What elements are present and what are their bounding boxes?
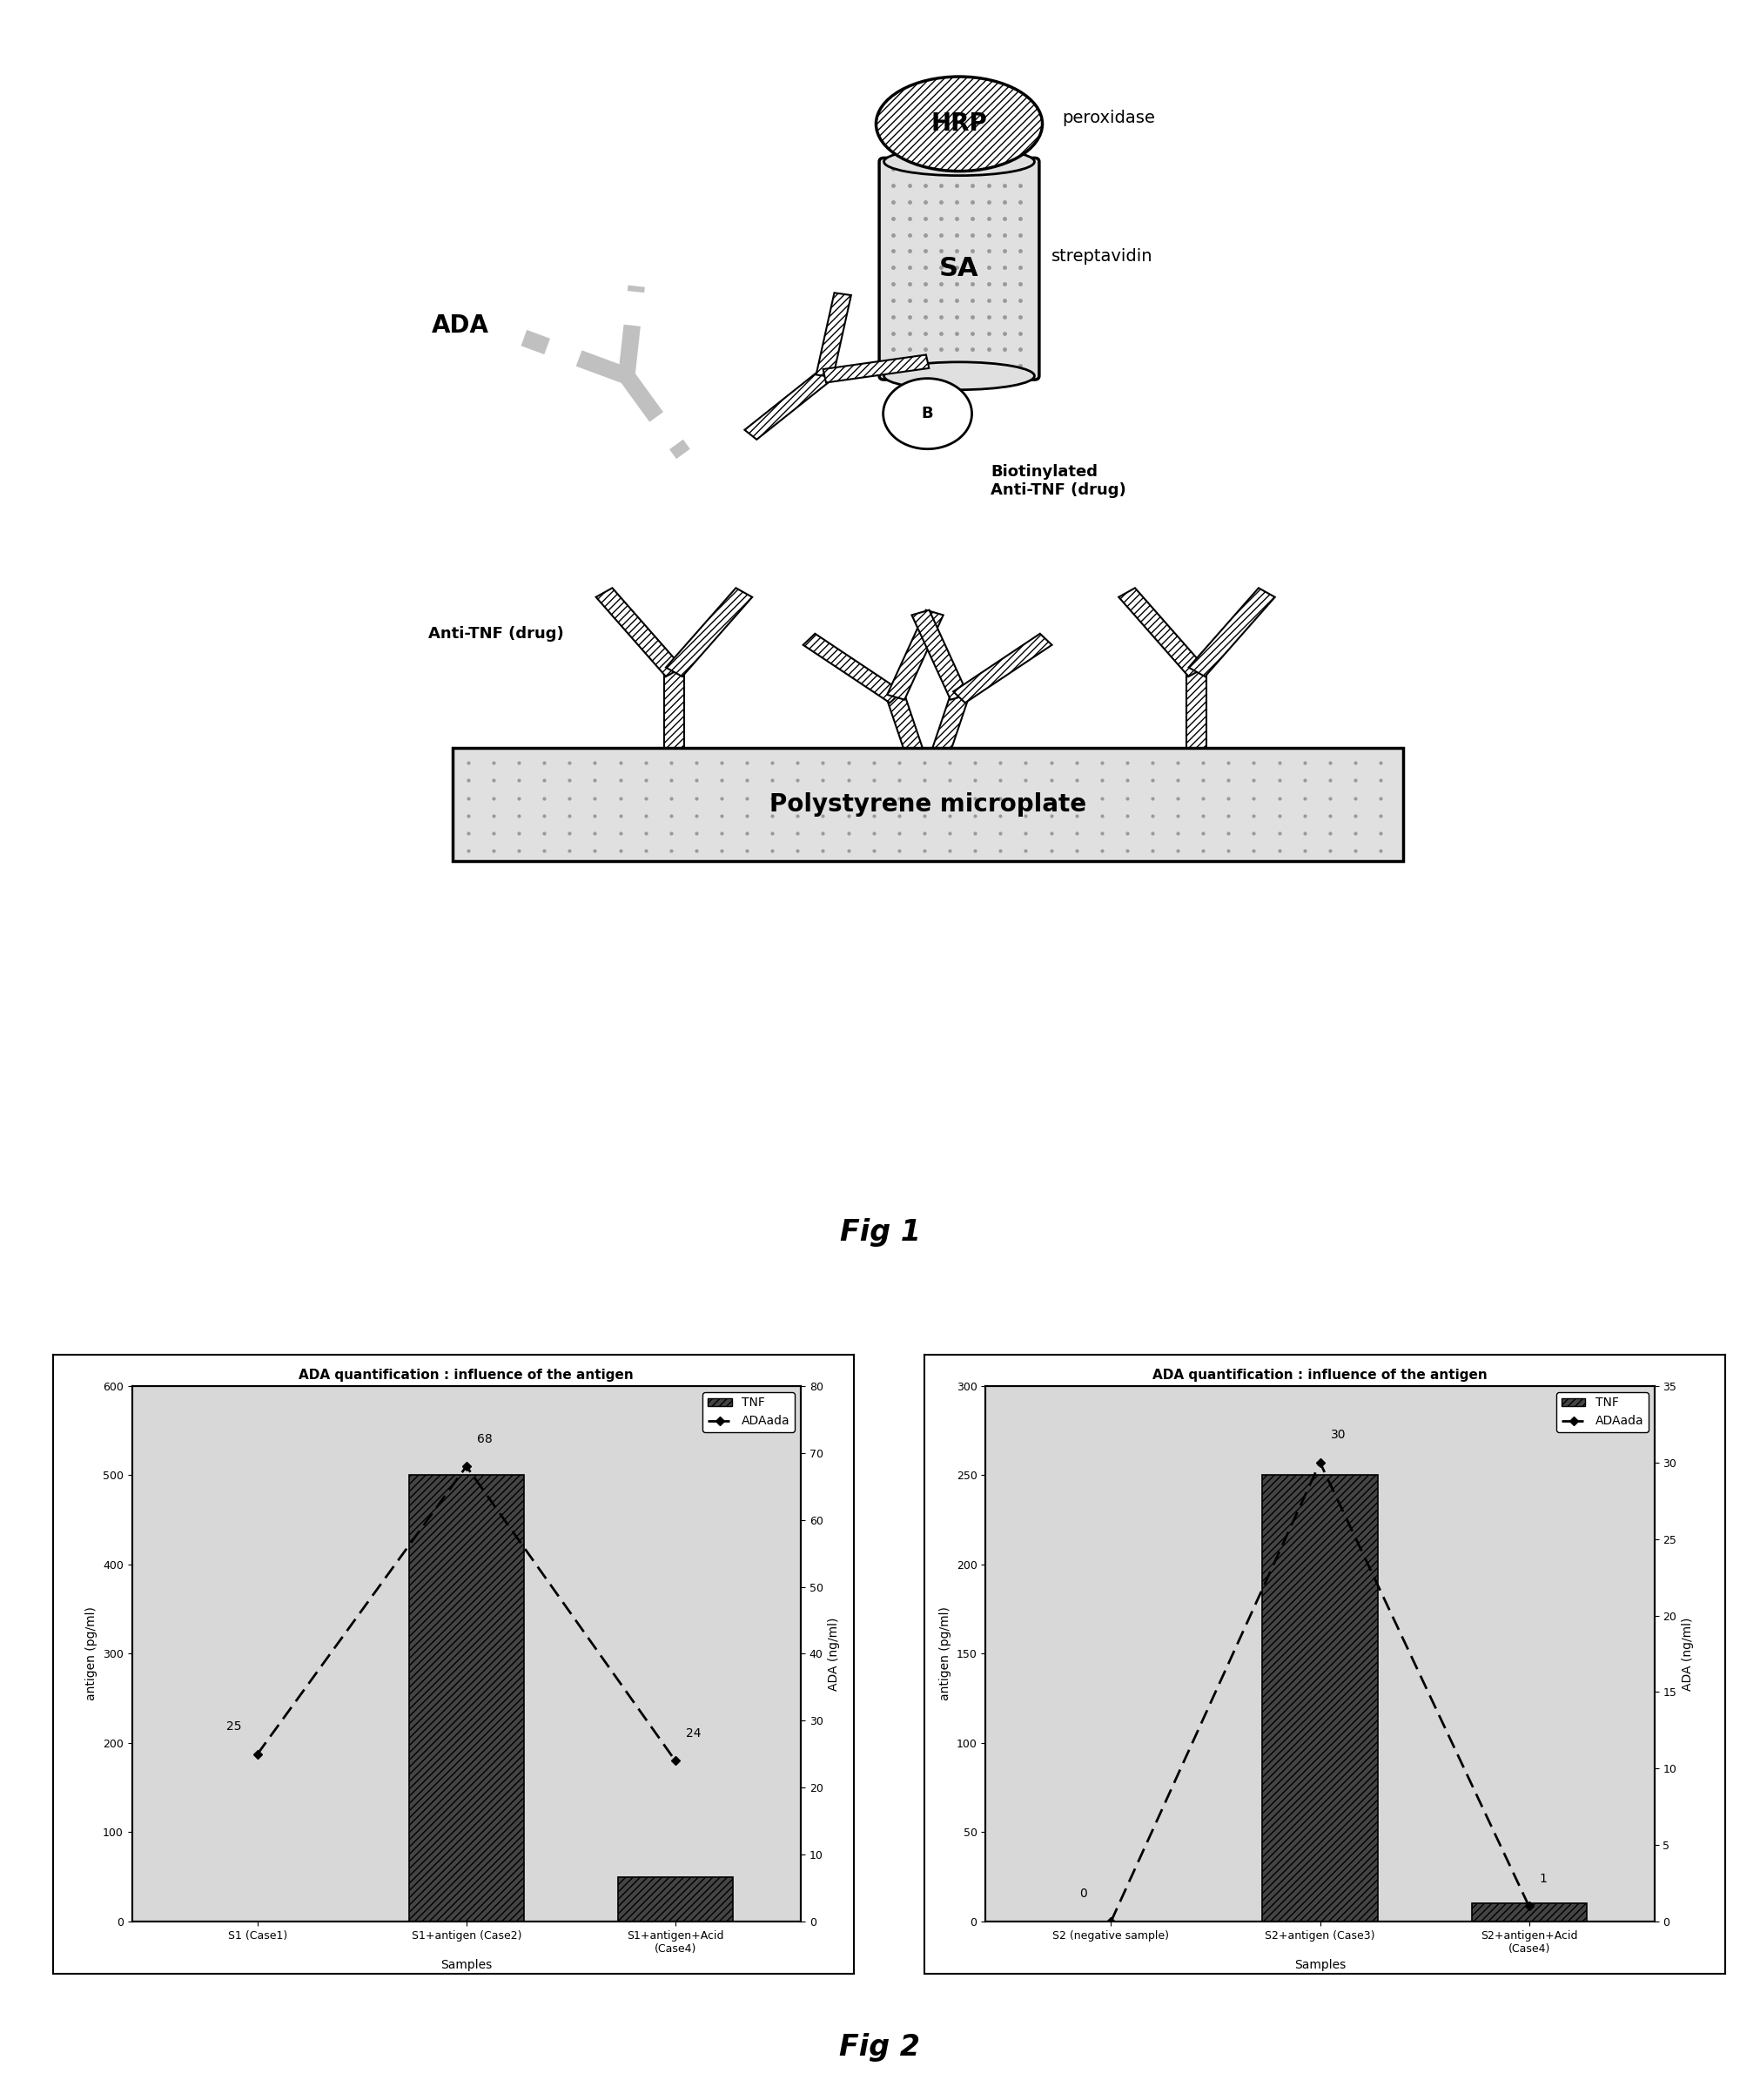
Polygon shape (1186, 672, 1207, 769)
Y-axis label: antigen (pg/ml): antigen (pg/ml) (940, 1607, 952, 1701)
Polygon shape (597, 588, 683, 676)
Text: peroxidase: peroxidase (1063, 109, 1155, 126)
Text: 30: 30 (1331, 1428, 1346, 1441)
Y-axis label: ADA (ng/ml): ADA (ng/ml) (1681, 1617, 1693, 1691)
Polygon shape (664, 672, 685, 769)
Text: B: B (922, 405, 933, 422)
X-axis label: Samples: Samples (440, 1959, 493, 1972)
Text: 24: 24 (686, 1726, 700, 1739)
Text: Fig 2: Fig 2 (840, 2033, 920, 2062)
Legend: TNF, ADAada: TNF, ADAada (702, 1392, 796, 1432)
Title: ADA quantification : influence of the antigen: ADA quantification : influence of the an… (1153, 1369, 1487, 1382)
Text: streptavidin: streptavidin (1051, 248, 1153, 265)
Polygon shape (1188, 588, 1274, 676)
Polygon shape (744, 372, 831, 439)
X-axis label: Samples: Samples (1294, 1959, 1346, 1972)
Bar (1262, 1474, 1378, 1922)
FancyBboxPatch shape (880, 158, 1038, 380)
Y-axis label: antigen (pg/ml): antigen (pg/ml) (86, 1607, 99, 1701)
Ellipse shape (876, 76, 1042, 172)
Legend: TNF, ADAada: TNF, ADAada (1556, 1392, 1649, 1432)
Text: Anti-TNF (drug): Anti-TNF (drug) (429, 626, 565, 643)
Text: 25: 25 (225, 1720, 241, 1732)
Polygon shape (912, 609, 968, 699)
Polygon shape (665, 588, 752, 676)
Text: Polystyrene microplate: Polystyrene microplate (769, 792, 1086, 817)
Text: ADA: ADA (431, 313, 489, 338)
Title: ADA quantification : influence of the antigen: ADA quantification : influence of the an… (299, 1369, 634, 1382)
Polygon shape (887, 609, 943, 699)
Text: Fig 1: Fig 1 (840, 1218, 920, 1247)
Bar (1471, 1903, 1586, 1922)
Polygon shape (824, 355, 929, 382)
Y-axis label: ADA (ng/ml): ADA (ng/ml) (827, 1617, 840, 1691)
Text: Biotinylated
Anti-TNF (drug): Biotinylated Anti-TNF (drug) (991, 464, 1126, 498)
Ellipse shape (884, 378, 972, 449)
Polygon shape (1119, 588, 1206, 676)
Text: 1: 1 (1540, 1873, 1547, 1886)
Text: 0: 0 (1079, 1888, 1088, 1901)
Bar (452, 748, 1403, 861)
Bar (618, 1877, 732, 1922)
Polygon shape (954, 634, 1052, 704)
Text: SA: SA (940, 256, 979, 281)
Polygon shape (920, 695, 968, 785)
Polygon shape (887, 695, 935, 785)
Text: 68: 68 (477, 1432, 493, 1445)
Polygon shape (817, 292, 852, 378)
Ellipse shape (884, 147, 1035, 176)
Bar (408, 1474, 524, 1922)
Text: HRP: HRP (931, 111, 987, 136)
Ellipse shape (884, 361, 1035, 391)
Polygon shape (803, 634, 901, 704)
